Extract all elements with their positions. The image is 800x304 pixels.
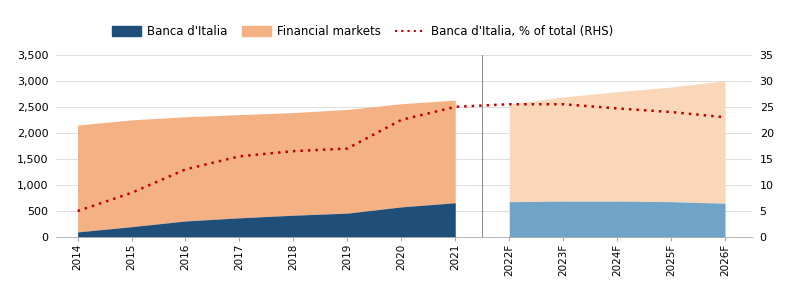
Legend: Banca d'Italia, Financial markets, Banca d'Italia, % of total (RHS): Banca d'Italia, Financial markets, Banca… bbox=[107, 20, 618, 43]
